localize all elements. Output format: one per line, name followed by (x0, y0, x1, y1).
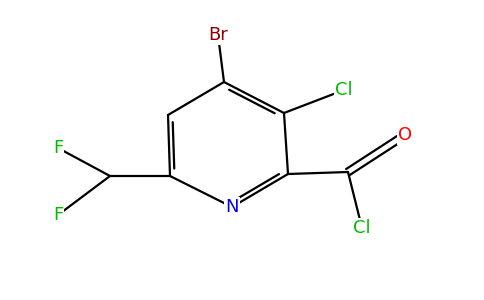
Text: N: N (225, 198, 239, 216)
Text: Cl: Cl (353, 219, 371, 237)
Text: Br: Br (208, 26, 228, 44)
Text: O: O (398, 126, 412, 144)
Text: F: F (53, 139, 63, 157)
Text: F: F (53, 206, 63, 224)
Text: Cl: Cl (335, 81, 353, 99)
